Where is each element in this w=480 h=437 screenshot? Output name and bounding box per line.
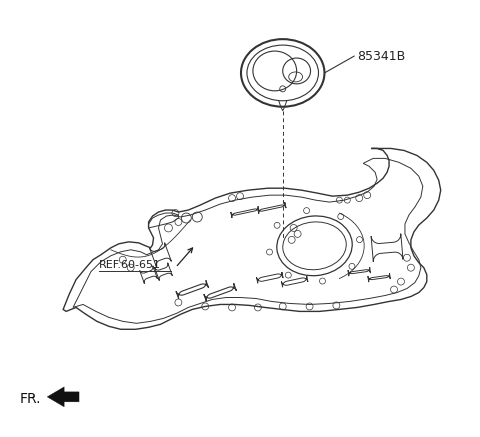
Text: REF.60-651: REF.60-651	[99, 260, 161, 270]
Text: FR.: FR.	[19, 392, 41, 406]
Text: 85341B: 85341B	[357, 49, 406, 62]
Polygon shape	[47, 387, 79, 407]
